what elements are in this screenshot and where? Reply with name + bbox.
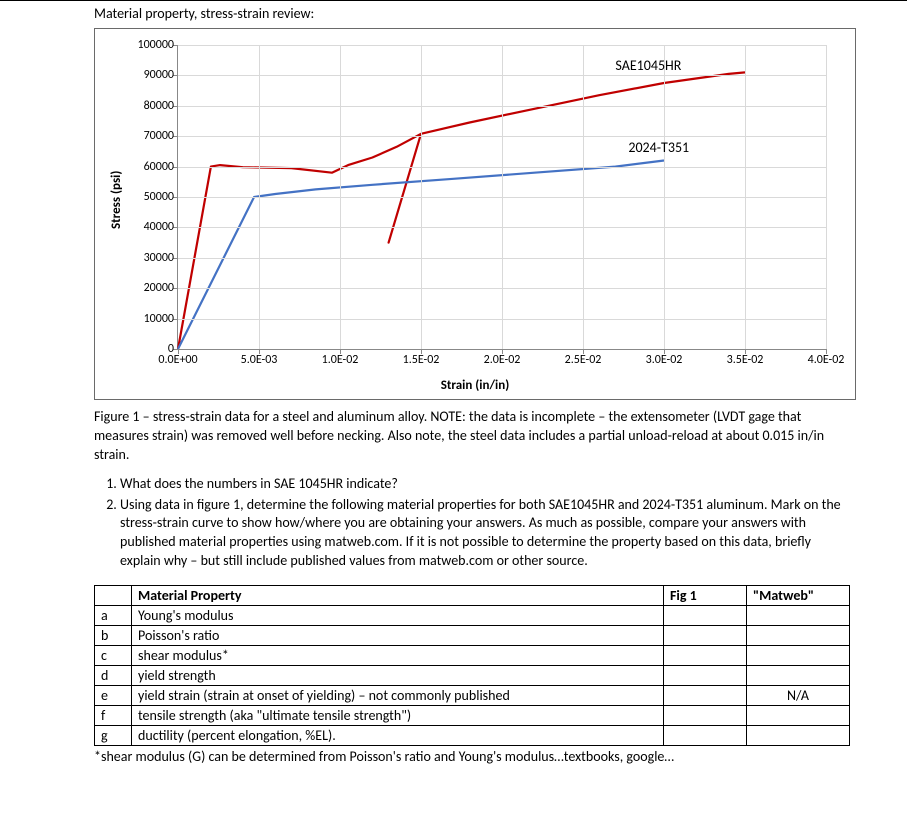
row-fig1 (664, 706, 747, 726)
row-letter: d (95, 666, 132, 686)
header-fig1: Fig 1 (664, 586, 747, 606)
row-property: shear modulus* (132, 646, 664, 666)
y-tick-label: 10000 (144, 312, 174, 326)
header-blank (95, 586, 132, 606)
y-tick-label: 60000 (144, 160, 174, 174)
header-matweb: "Matweb" (747, 586, 850, 606)
y-tick-label: 30000 (144, 251, 174, 265)
row-letter: e (95, 686, 132, 706)
x-tick-label: 3.0E-02 (646, 353, 683, 367)
plot-area: 0.0E+005.0E-031.0E-021.5E-022.0E-022.5E-… (177, 45, 826, 350)
page-title: Material property, stress-strain review: (94, 5, 883, 22)
footnote: *shear modulus (G) can be determined fro… (94, 748, 883, 765)
y-tick-label: 40000 (144, 220, 174, 234)
row-matweb (747, 606, 850, 626)
question-2: Using data in figure 1, determine the fo… (120, 496, 854, 572)
row-fig1 (664, 726, 747, 746)
x-tick-label: 1.5E-02 (403, 353, 440, 367)
x-tick-label: 1.0E-02 (322, 353, 359, 367)
row-letter: c (95, 646, 132, 666)
y-tick-label: 80000 (144, 99, 174, 113)
row-property: tensile strength (aka "ultimate tensile … (132, 706, 664, 726)
row-fig1 (664, 646, 747, 666)
table-row: ftensile strength (aka "ultimate tensile… (95, 706, 850, 726)
row-fig1 (664, 626, 747, 646)
series-SAE1045HR (178, 72, 745, 349)
table-row: bPoisson's ratio (95, 626, 850, 646)
table-header-row: Material Property Fig 1 "Matweb" (95, 586, 850, 606)
row-matweb (747, 646, 850, 666)
series-label-2024-T351: 2024-T351 (628, 139, 689, 156)
x-tick-label: 2.0E-02 (484, 353, 521, 367)
x-tick-label: 0.0E+00 (158, 353, 197, 367)
x-tick-label: 2.5E-02 (565, 353, 602, 367)
row-matweb: N/A (747, 686, 850, 706)
y-tick-label: 20000 (144, 281, 174, 295)
y-tick-label: 100000 (138, 38, 175, 52)
row-property: yield strength (132, 666, 664, 686)
table-row: aYoung's modulus (95, 606, 850, 626)
x-tick-label: 4.0E-02 (808, 353, 845, 367)
x-axis-label: Strain (in/in) (441, 378, 510, 393)
series-label-SAE1045HR: SAE1045HR (615, 57, 681, 74)
material-property-table: Material Property Fig 1 "Matweb" aYoung'… (94, 585, 850, 746)
row-property: Poisson's ratio (132, 626, 664, 646)
page: Material property, stress-strain review:… (0, 0, 907, 837)
row-property: ductility (percent elongation, %EL). (132, 726, 664, 746)
table-row: gductility (percent elongation, %EL). (95, 726, 850, 746)
row-matweb (747, 706, 850, 726)
row-letter: g (95, 726, 132, 746)
row-letter: f (95, 706, 132, 726)
row-fig1 (664, 606, 747, 626)
row-letter: b (95, 626, 132, 646)
row-property: yield strain (strain at onset of yieldin… (132, 686, 664, 706)
y-tick-label: 0 (168, 342, 174, 356)
row-matweb (747, 726, 850, 746)
x-tick-label: 5.0E-03 (241, 353, 278, 367)
y-axis-label: Stress (psi) (109, 171, 124, 229)
y-tick-label: 90000 (144, 68, 174, 82)
table-row: cshear modulus* (95, 646, 850, 666)
question-1: What does the numbers in SAE 1045HR indi… (120, 475, 854, 494)
row-property: Young's modulus (132, 606, 664, 626)
question-list: What does the numbers in SAE 1045HR indi… (94, 475, 854, 571)
row-fig1 (664, 666, 747, 686)
row-matweb (747, 666, 850, 686)
table-row: dyield strength (95, 666, 850, 686)
row-letter: a (95, 606, 132, 626)
row-matweb (747, 626, 850, 646)
y-tick-label: 50000 (144, 190, 174, 204)
stress-strain-chart: Stress (psi) Strain (in/in) 0.0E+005.0E-… (94, 28, 856, 400)
figure-caption: Figure 1 – stress-strain data for a stee… (94, 408, 854, 465)
x-tick-label: 3.5E-02 (727, 353, 764, 367)
row-fig1 (664, 686, 747, 706)
header-property: Material Property (132, 586, 664, 606)
table-row: eyield strain (strain at onset of yieldi… (95, 686, 850, 706)
y-tick-label: 70000 (144, 129, 174, 143)
